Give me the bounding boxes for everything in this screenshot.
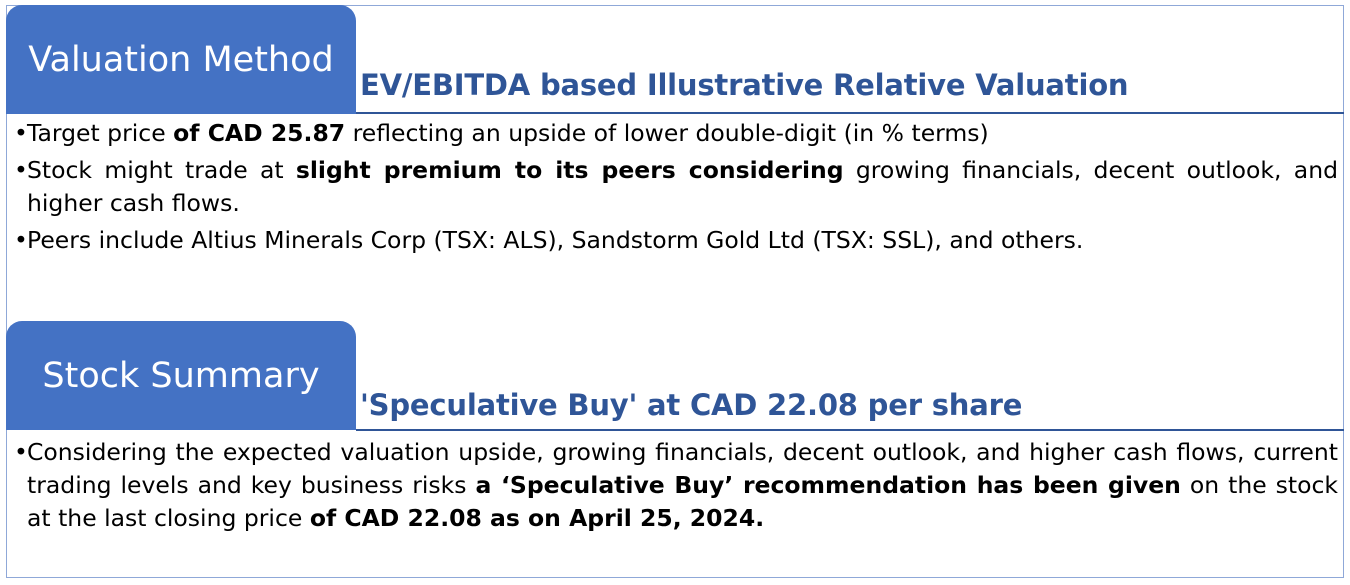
list-item: • Peers include Altius Minerals Corp (TSX…	[14, 224, 1338, 257]
section-divider	[356, 429, 1344, 431]
bullet-icon: •	[14, 226, 28, 254]
list-item: • Stock might trade at slight premium to …	[14, 156, 1339, 217]
summary-bullet-list: • Considering the expected valuation upsi…	[14, 436, 1338, 535]
content-frame	[6, 5, 1344, 578]
valuation-method-tab-label: Valuation Method	[28, 39, 334, 80]
list-item: • Considering the expected valuation upsi…	[14, 438, 1338, 532]
bullet-icon: •	[14, 156, 28, 184]
stock-summary-subtitle: 'Speculative Buy' at CAD 22.08 per share	[360, 388, 1023, 422]
list-item: • Target price of CAD 25.87 reflecting an…	[14, 117, 1338, 150]
valuation-method-subtitle: EV/EBITDA based Illustrative Relative Va…	[360, 68, 1129, 102]
valuation-bullet-list: • Target price of CAD 25.87 reflecting an…	[14, 117, 1338, 257]
bullet-icon: •	[14, 119, 28, 147]
valuation-method-tab: Valuation Method	[6, 5, 356, 114]
bullet-icon: •	[14, 438, 28, 466]
stock-summary-tab: Stock Summary	[6, 321, 356, 430]
section-divider	[356, 112, 1344, 114]
stock-summary-tab-label: Stock Summary	[42, 355, 320, 396]
